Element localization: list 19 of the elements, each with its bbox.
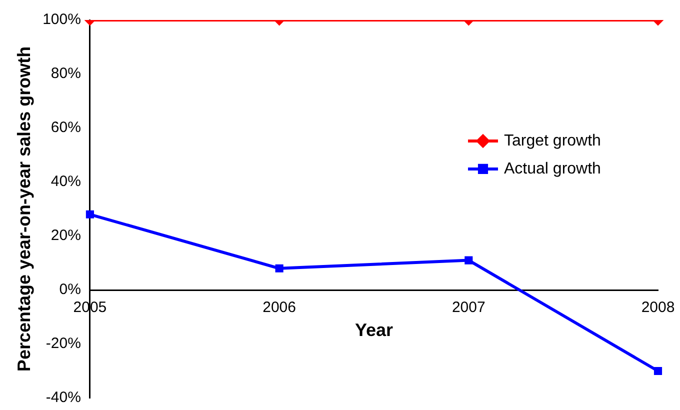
x-axis-title: Year	[354, 320, 394, 340]
y-tick-label: 60%	[50, 119, 81, 136]
point	[654, 366, 662, 376]
y-tick-label: 100%	[42, 11, 81, 28]
legend-label: Actual growth	[504, 160, 601, 178]
point	[464, 256, 473, 264]
y-tick-label: 40%	[50, 173, 81, 190]
point	[86, 210, 94, 218]
y-tick-label: -40%	[46, 389, 81, 406]
legend-label: Target growth	[504, 132, 601, 150]
x-tick-label: 2007	[452, 299, 486, 316]
x-tick-label: 2006	[262, 299, 296, 316]
y-tick-label: 0%	[59, 281, 81, 298]
y-tick-label: -20%	[46, 335, 81, 352]
y-axis-title: Percentage year-on-year sales growth	[14, 46, 34, 372]
x-tick-label: 2008	[641, 299, 675, 316]
y-tick-label: 20%	[50, 227, 81, 244]
point	[275, 264, 284, 272]
y-tick-label: 80%	[50, 65, 81, 82]
